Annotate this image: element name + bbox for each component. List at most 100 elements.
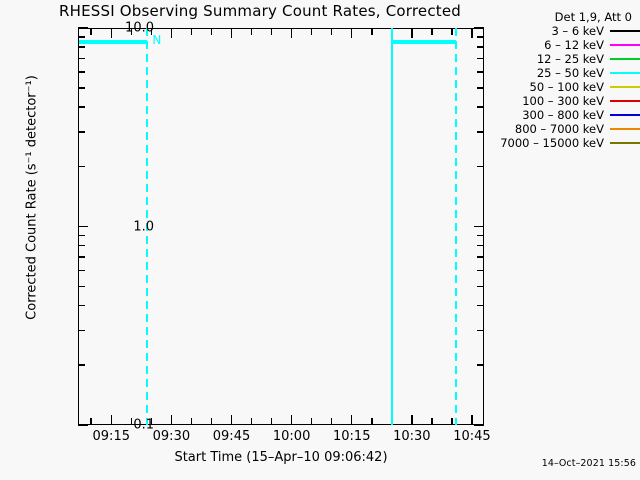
legend: Det 1,9, Att 0 3 – 6 keV 6 – 12 keV 12 – 2… [486, 10, 640, 150]
legend-color-swatch [610, 114, 640, 116]
x-major-tick [230, 28, 233, 38]
x-major-tick [350, 28, 353, 38]
legend-entry-label: 6 – 12 keV [544, 38, 604, 52]
x-minor-tick [310, 28, 313, 35]
x-minor-tick [210, 418, 213, 425]
y-minor-tick [78, 71, 85, 73]
y-minor-tick [78, 46, 85, 48]
chart-title: RHESSI Observing Summary Count Rates, Co… [58, 2, 461, 20]
data-trace [391, 40, 456, 44]
x-major-tick [290, 415, 293, 425]
legend-entry: 12 – 25 keV [486, 52, 640, 66]
x-major-tick [350, 415, 353, 425]
x-minor-tick [270, 418, 273, 425]
x-major-tick [290, 28, 293, 38]
x-axis-label: 10:30 [393, 429, 431, 444]
legend-entry-label: 300 – 800 keV [522, 108, 604, 122]
legend-entry-label: 800 – 7000 keV [514, 122, 604, 136]
x-minor-tick [190, 28, 193, 35]
x-major-tick [230, 415, 233, 425]
x-major-tick [411, 28, 413, 38]
y-minor-tick [78, 131, 85, 133]
legend-color-swatch [610, 30, 640, 32]
y-axis-title: Corrected Count Rate (s⁻¹ detector⁻¹) [24, 75, 40, 320]
x-minor-tick [330, 418, 333, 425]
legend-entry: 800 – 7000 keV [486, 122, 640, 136]
y-major-tick [474, 225, 484, 228]
y-minor-tick [78, 256, 85, 258]
x-minor-tick [90, 418, 92, 425]
x-major-tick [471, 415, 473, 425]
legend-entry: 7000 – 15000 keV [486, 136, 640, 150]
vertical-marker-dashed [146, 28, 149, 425]
y-minor-tick [78, 87, 85, 89]
y-axis-label: 0.1 [133, 417, 154, 433]
x-major-tick [110, 415, 112, 425]
x-axis-label: 09:45 [212, 429, 251, 444]
y-minor-tick [477, 36, 484, 38]
legend-entry: 100 – 300 keV [486, 94, 640, 108]
legend-entry-label: 12 – 25 keV [536, 52, 604, 66]
x-major-tick [170, 415, 173, 425]
x-minor-tick [371, 418, 373, 425]
y-minor-tick [477, 329, 484, 332]
plot-area: N [78, 27, 484, 426]
y-minor-tick [477, 285, 484, 287]
x-minor-tick [130, 418, 133, 425]
y-minor-tick [477, 87, 484, 89]
y-minor-tick [78, 304, 85, 307]
x-major-tick [110, 28, 112, 38]
legend-entry-label: 50 – 100 keV [529, 80, 605, 94]
x-minor-tick [150, 28, 153, 35]
legend-entry: 50 – 100 keV [486, 80, 640, 94]
x-major-tick [471, 28, 473, 38]
legend-entry: 25 – 50 keV [486, 66, 640, 80]
legend-color-swatch [610, 86, 640, 88]
legend-color-swatch [610, 128, 640, 130]
x-minor-tick [90, 28, 92, 35]
legend-entry-label: 7000 – 15000 keV [500, 136, 604, 150]
legend-entry-label: 100 – 300 keV [522, 94, 604, 108]
x-axis-label: 10:00 [272, 429, 311, 444]
y-minor-tick [78, 285, 85, 287]
y-minor-tick [477, 364, 484, 366]
y-minor-tick [78, 364, 85, 366]
y-minor-tick [477, 234, 484, 237]
x-minor-tick [210, 28, 213, 35]
y-minor-tick [78, 36, 85, 38]
y-axis-label: 1.0 [133, 219, 154, 234]
y-minor-tick [477, 131, 484, 133]
y-minor-tick [477, 244, 484, 247]
y-major-tick [474, 424, 484, 426]
x-minor-tick [431, 418, 433, 425]
y-minor-tick [78, 57, 85, 60]
vertical-marker-dashed [454, 28, 457, 425]
legend-color-swatch [610, 72, 640, 74]
legend-entry: 3 – 6 keV [486, 24, 640, 38]
y-major-tick [78, 27, 88, 29]
y-minor-tick [78, 165, 85, 168]
y-minor-tick [477, 304, 484, 307]
y-minor-tick [78, 106, 85, 108]
x-axis-label: 10:45 [453, 429, 491, 444]
y-minor-tick [78, 269, 85, 272]
y-minor-tick [477, 106, 484, 108]
legend-entry: 6 – 12 keV [486, 38, 640, 52]
y-major-tick [78, 424, 88, 426]
y-minor-tick [78, 244, 85, 247]
x-minor-tick [371, 28, 373, 35]
legend-detector-label: Det 1,9, Att 0 [554, 10, 632, 24]
x-axis-label: 09:30 [152, 429, 191, 444]
legend-entry-label: 25 – 50 keV [536, 66, 604, 80]
x-minor-tick [431, 28, 433, 35]
x-minor-tick [250, 28, 253, 35]
data-trace [79, 40, 148, 44]
x-minor-tick [250, 418, 253, 425]
legend-color-swatch [610, 44, 640, 46]
x-axis-label: 10:15 [333, 429, 371, 444]
x-axis-title: Start Time (15–Apr–10 09:06:42) [174, 450, 388, 465]
x-minor-tick [150, 418, 153, 425]
y-minor-tick [477, 71, 484, 73]
y-minor-tick [78, 234, 85, 237]
